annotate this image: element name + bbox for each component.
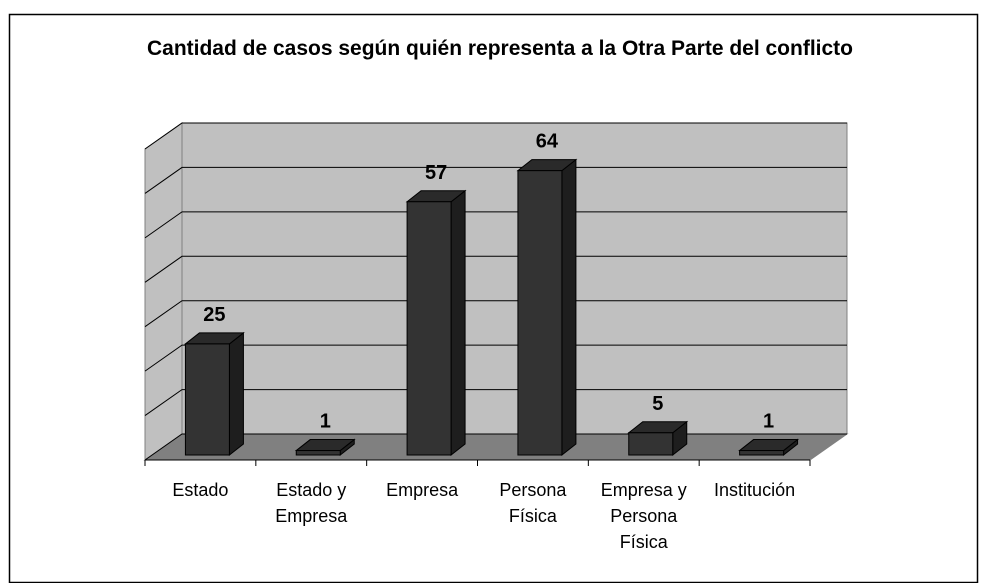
data-label: 25: [203, 304, 225, 326]
x-tick-label: Empresa: [386, 480, 459, 500]
x-tick-label: Estado: [172, 480, 229, 500]
data-label: 57: [425, 162, 447, 184]
grid-line: [144, 389, 847, 416]
grid-line: [144, 255, 847, 283]
bar-side: [561, 158, 577, 457]
back-wall: [181, 122, 848, 435]
bar: [517, 170, 563, 456]
data-label: 1: [763, 411, 774, 433]
side-wall: [144, 122, 183, 461]
bar: [406, 201, 452, 456]
floor: [143, 433, 849, 461]
grid-line: [144, 433, 847, 461]
x-tick-label: Estado y Empresa: [275, 480, 348, 526]
bar: [184, 343, 230, 456]
chart-title: Cantidad de casos según quién representa…: [146, 37, 854, 60]
bar: [739, 450, 785, 456]
x-tick-label: Institución: [714, 480, 796, 500]
grid-line: [144, 166, 847, 194]
bar-side: [228, 331, 244, 457]
grid-line: [144, 344, 847, 372]
grid-line: [144, 300, 847, 328]
x-tick-label: Persona Física: [499, 480, 567, 526]
data-label: 5: [652, 393, 663, 415]
bar: [295, 450, 341, 456]
data-label: 64: [536, 131, 559, 153]
bar: [628, 432, 674, 456]
bar-side: [450, 189, 466, 457]
grid-line: [144, 122, 847, 150]
data-label: 1: [320, 411, 331, 433]
x-tick-label: Empresa y Persona Física: [600, 480, 687, 552]
grid-line: [144, 211, 847, 239]
